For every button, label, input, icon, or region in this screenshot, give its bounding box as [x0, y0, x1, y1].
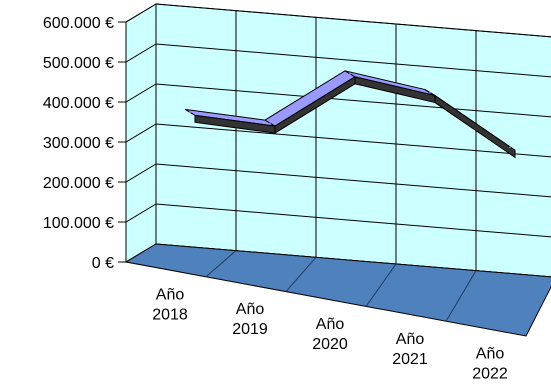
data-point-3 — [429, 91, 431, 94]
x-tick-label: Año 2019 — [232, 301, 268, 338]
data-ribbon — [184, 70, 516, 159]
floor-divider — [205, 250, 237, 278]
y-tick-label: 600.000 € — [43, 15, 114, 32]
data-point-1 — [269, 122, 271, 124]
x-tick-line: 2020 — [312, 336, 348, 353]
x-tick-line: 2021 — [392, 351, 428, 368]
y-tick-label: 500.000 € — [43, 55, 114, 72]
x-axis: Año 2018 Año 2019 Año 2020 Año 2021 Año 2022 — [152, 286, 508, 382]
y-tick-label: 400.000 € — [43, 95, 114, 112]
y-tick-label: 0 € — [92, 255, 114, 272]
data-point-0 — [189, 111, 191, 114]
x-tick-label: Año 2021 — [392, 331, 428, 368]
floor-panel — [124, 243, 551, 337]
x-tick-line: 2018 — [152, 306, 188, 323]
x-tick-line: Año — [156, 286, 185, 303]
x-tick-line: Año — [396, 331, 425, 348]
ribbon-segment-front — [434, 94, 516, 159]
x-tick-line: Año — [316, 316, 345, 333]
x-tick-label: Año 2022 — [472, 346, 508, 383]
x-tick-label: Año 2018 — [152, 286, 188, 323]
floor-divider — [445, 270, 477, 322]
x-tick-line: Año — [236, 301, 265, 318]
y-tick-label: 200.000 € — [43, 175, 114, 192]
data-point-4 — [509, 146, 511, 149]
y-tick-label: 300.000 € — [43, 135, 114, 152]
chart-floor — [124, 243, 551, 337]
y-tick-label: 100.000 € — [43, 215, 114, 232]
x-tick-line: 2019 — [232, 321, 268, 338]
x-tick-line: 2022 — [472, 366, 508, 383]
x-tick-line: Año — [476, 346, 505, 363]
data-point-2 — [349, 73, 351, 75]
chart-walls — [125, 3, 551, 278]
x-tick-label: Año 2020 — [312, 316, 348, 353]
floor-divider — [285, 256, 317, 292]
floor-divider — [365, 263, 397, 307]
y-axis: 0 € 100.000 € 200.000 € 300.000 € 400.000 € 5… — [43, 15, 126, 272]
